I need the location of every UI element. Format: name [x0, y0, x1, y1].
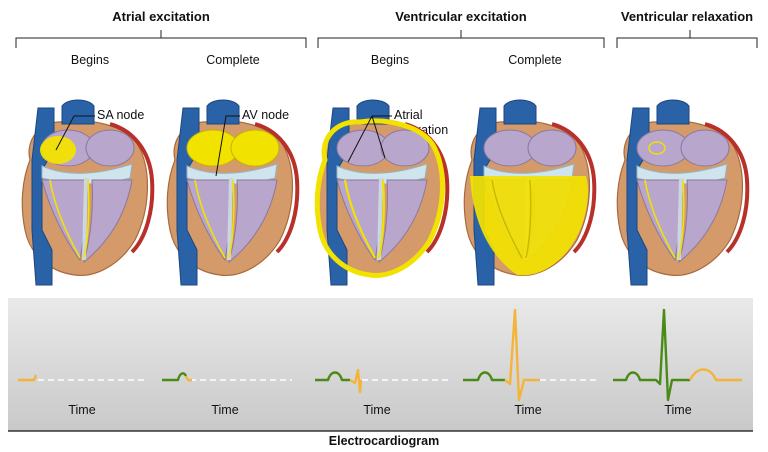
heart-illustration-3: [314, 98, 450, 287]
sub-label-ventricular-begins: Begins: [370, 53, 410, 67]
phase-title-ventricular-relaxation: Ventricular relaxation: [620, 9, 754, 24]
ecg-trace-1: [18, 374, 38, 382]
heart-illustration-4: [462, 98, 597, 287]
ecg-trace-2: [162, 372, 193, 382]
ecg-panel: [8, 298, 753, 431]
time-label-3: Time: [363, 403, 391, 417]
atrial-relaxation-line1: Atrial: [394, 108, 423, 122]
bracket-ventricular-relaxation: [616, 30, 758, 48]
time-label-1: Time: [68, 403, 96, 417]
heart-illustration-5: [615, 98, 750, 287]
time-label-4: Time: [514, 403, 542, 417]
bracket-atrial-excitation: [15, 30, 307, 48]
ecg-trace-3: [315, 368, 363, 394]
sa-node-label: SA node: [97, 108, 145, 122]
heart-illustration-1: [20, 98, 155, 287]
time-label-5: Time: [664, 403, 692, 417]
sub-label-atrial-complete: Complete: [206, 53, 260, 67]
sub-label-atrial-begins: Begins: [70, 53, 110, 67]
time-label-2: Time: [211, 403, 239, 417]
ecg-trace-5: [613, 308, 742, 402]
bracket-ventricular-excitation: [317, 30, 605, 48]
phase-title-atrial-excitation: Atrial excitation: [112, 9, 210, 24]
ecg-trace-4: [463, 308, 540, 402]
av-node-label: AV node: [242, 108, 290, 122]
callout-leaders: [55, 115, 392, 177]
phase-title-ventricular-excitation: Ventricular excitation: [395, 9, 527, 24]
ecg-caption: Electrocardiogram: [328, 434, 440, 448]
sub-label-ventricular-complete: Complete: [508, 53, 562, 67]
heart-illustration-2: [165, 98, 300, 287]
